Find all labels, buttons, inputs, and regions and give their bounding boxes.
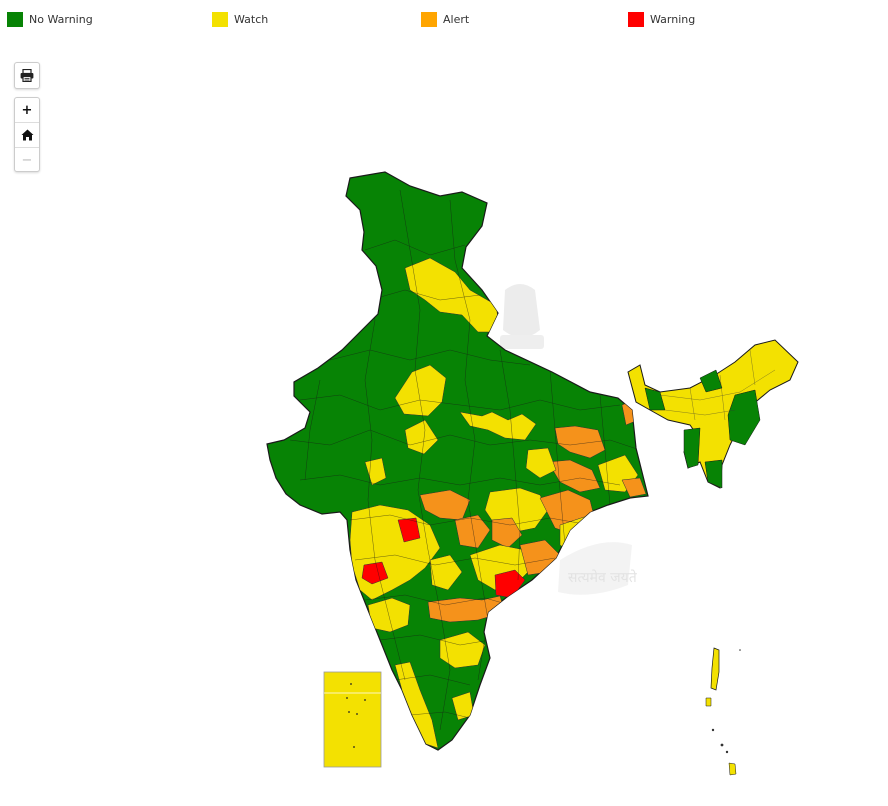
legend-label: Watch [234,12,269,26]
printer-icon [20,68,34,82]
northeast-india [627,339,799,489]
legend-item-alert: Alert [421,10,469,28]
andaman-island-north [710,647,720,691]
andaman-island-small [705,697,712,707]
print-control [14,62,40,89]
legend-swatch-no-warning [7,11,23,27]
legend-swatch-warning [628,11,644,27]
print-button[interactable] [15,63,39,87]
region-ne-green-2 [727,389,761,446]
region-alert-east-1 [554,425,606,459]
region-alert-bengal [621,477,647,498]
legend-item-warning: Warning [628,10,695,28]
watermark-text: सत्यमेव जयते [568,569,638,586]
nicobar-island [728,762,737,776]
legend-item-no-warning: No Warning [7,10,93,28]
region-watch-east-1 [525,447,557,479]
legend: No Warning Watch Alert Warning [7,10,867,28]
region-watch-telangana [429,554,463,591]
region-alert-chhattisgarh [491,517,523,549]
region-watch-south [439,631,486,669]
region-ne-green-4 [683,427,701,469]
andaman-nicobar-islands [705,647,741,776]
region-warning-maharashtra-2 [361,561,389,585]
region-warning-andhra [494,569,526,599]
lakshadweep-box [323,671,382,768]
zoom-in-button[interactable]: + [15,98,39,123]
region-alert-east-2 [547,459,601,493]
zoom-control: + − [14,97,40,172]
region-watch-central-2 [404,419,439,455]
region-watch-kerala [394,661,439,749]
district-regions [349,257,647,749]
region-ne-green-3 [704,459,723,489]
home-button[interactable] [15,123,39,148]
region-ne-green-1 [699,369,723,393]
region-warning-maharashtra-1 [397,517,421,543]
region-alert-central-4 [454,514,491,549]
lakshadweep-inset [323,671,382,768]
legend-swatch-watch [212,11,228,27]
legend-swatch-alert [421,11,437,27]
district-borders [289,189,641,731]
region-watch-central-3 [459,411,537,441]
home-icon [21,129,33,141]
legend-item-watch: Watch [212,10,268,28]
legend-label: No Warning [29,12,93,26]
legend-label: Warning [650,12,696,26]
zoom-out-button[interactable]: − [21,152,33,168]
emblem-watermark: सत्यमेव जयते [500,284,638,595]
legend-label: Alert [443,12,470,26]
